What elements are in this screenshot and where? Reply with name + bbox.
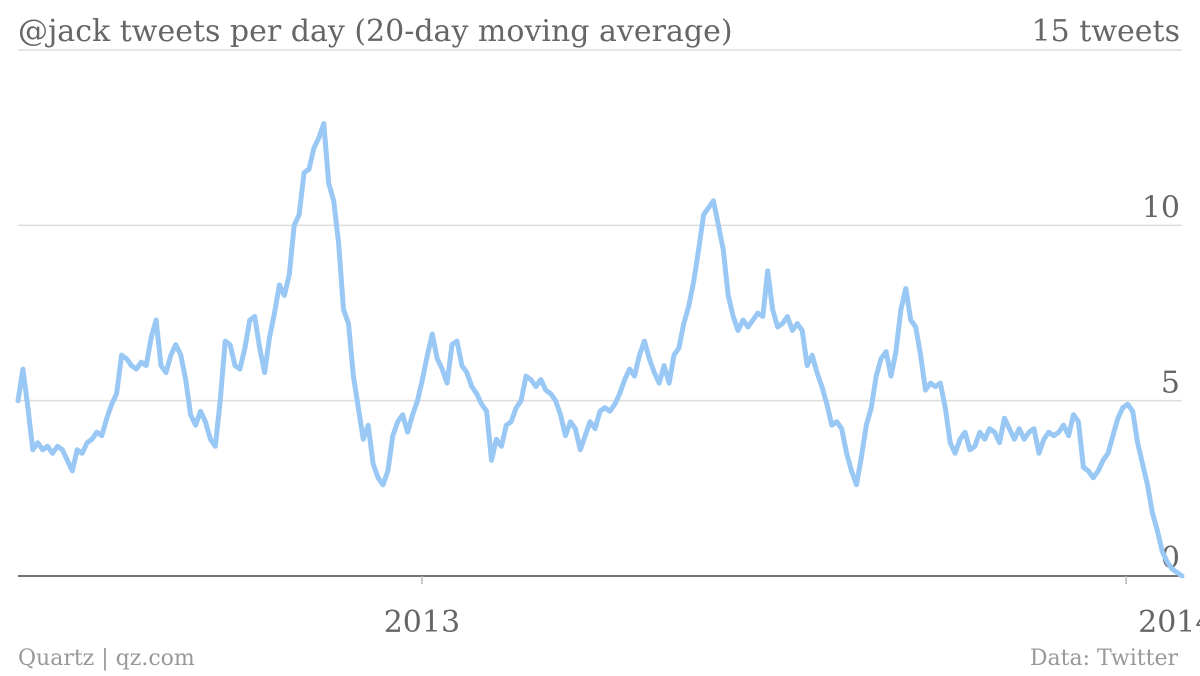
x-tick-label: 2014 [1138,605,1200,640]
source-credit: Quartz | qz.com [18,646,195,671]
y-tick-label: 0 [1161,541,1180,576]
y-tick-label: 10 [1142,190,1180,225]
y-tick-label: 5 [1161,366,1180,401]
x-tick-label: 2013 [384,605,460,640]
x-tick-layer: 2013 2014 [384,576,1200,640]
grid-layer [18,49,1182,577]
data-source: Data: Twitter [1029,646,1178,671]
series-layer [15,121,1185,579]
chart-title: @jack tweets per day (20-day moving aver… [18,14,733,49]
y-tick-layer: 0 5 10 [1142,190,1180,576]
series-line-0 [15,121,1185,579]
y-axis-unit-label: 15 tweets [1031,14,1180,49]
